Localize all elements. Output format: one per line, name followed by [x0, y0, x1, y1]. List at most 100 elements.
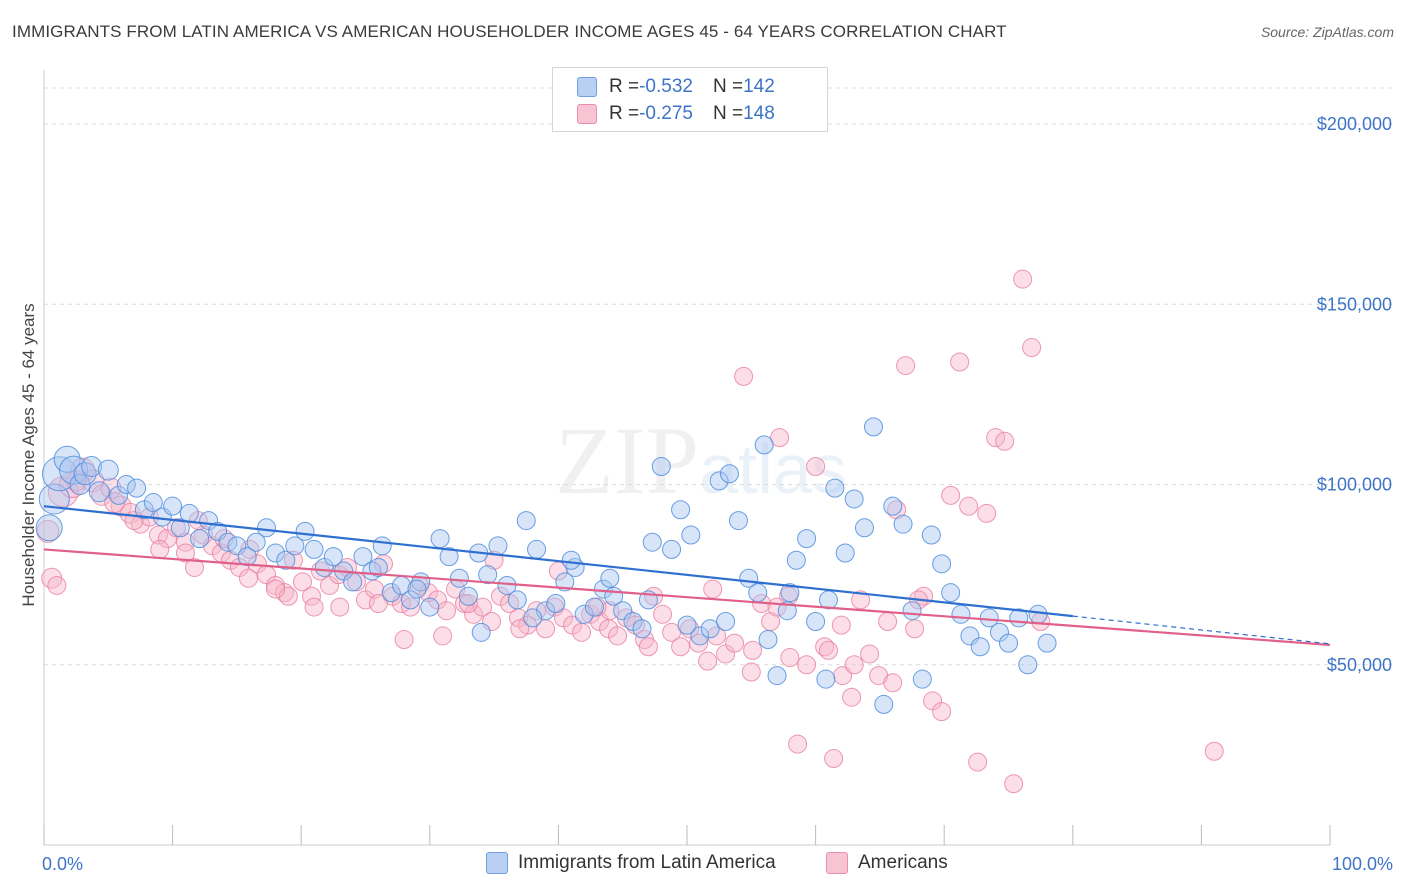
immigrants-point: [709, 471, 729, 491]
immigrants-point: [1028, 604, 1048, 624]
americans-point: [473, 597, 493, 617]
immigrants-point: [854, 518, 874, 538]
immigrants-point: [523, 608, 543, 628]
immigrants-point: [127, 478, 147, 498]
immigrants-point: [143, 493, 163, 513]
immigrants-point: [825, 478, 845, 498]
legend-item-americans[interactable]: Americans: [826, 852, 948, 874]
americans-point: [815, 637, 835, 657]
americans-point: [743, 640, 763, 660]
immigrants-point: [893, 514, 913, 534]
immigrants-point: [59, 455, 89, 485]
americans-point: [703, 579, 723, 599]
watermark: ZIPatlas: [555, 405, 847, 516]
immigrants-point: [407, 579, 427, 599]
immigrants-point: [109, 485, 129, 505]
americans-point: [1013, 269, 1033, 289]
americans-point: [653, 604, 673, 624]
immigrants-point: [81, 456, 103, 478]
y-tick-label: $50,000: [1327, 655, 1392, 675]
americans-point: [950, 352, 970, 372]
immigrants-point: [932, 554, 952, 574]
americans-point: [662, 622, 682, 642]
americans-point: [510, 619, 530, 639]
immigrants-point: [874, 694, 894, 714]
immigrants-point: [780, 583, 800, 603]
americans-point: [824, 748, 844, 768]
immigrants-point: [863, 417, 883, 437]
immigrants-point: [584, 597, 604, 617]
immigrants-point: [941, 583, 961, 603]
immigrants-point: [754, 435, 774, 455]
immigrants-point: [912, 669, 932, 689]
legend-label-americans: Americans: [858, 852, 948, 873]
immigrants-point: [786, 550, 806, 570]
immigrants-point: [758, 630, 778, 650]
immigrants-point: [1037, 633, 1057, 653]
americans-point: [770, 428, 790, 448]
americans-point: [831, 615, 851, 635]
americans-point: [977, 503, 997, 523]
immigrants-point: [507, 590, 527, 610]
americans-point: [433, 626, 453, 646]
immigrants-point: [902, 601, 922, 621]
immigrants-point: [285, 536, 305, 556]
americans-point: [806, 457, 826, 477]
immigrants-point: [381, 583, 401, 603]
americans-point: [368, 593, 388, 613]
immigrants-point: [170, 518, 190, 538]
source-credit: Source: ZipAtlas.com: [1260, 24, 1394, 40]
immigrants-point: [516, 511, 536, 531]
legend-swatch-immigrants: [577, 77, 597, 97]
americans-point: [671, 637, 691, 657]
immigrants-point: [748, 583, 768, 603]
americans-point: [995, 431, 1015, 451]
immigrants-point: [439, 547, 459, 567]
americans-point: [680, 619, 700, 639]
americans-point: [638, 637, 658, 657]
immigrants-point: [276, 550, 296, 570]
immigrants-point: [304, 539, 324, 559]
americans-point: [1204, 741, 1224, 761]
immigrants-point: [555, 572, 575, 592]
immigrants-point: [844, 489, 864, 509]
americans-point: [458, 593, 478, 613]
americans-point: [283, 550, 303, 570]
americans-point: [842, 687, 862, 707]
legend-item-immigrants[interactable]: Immigrants from Latin America: [486, 852, 776, 874]
immigrants-point: [362, 561, 382, 581]
legend-swatch-americans: [577, 104, 597, 124]
immigrants-point: [372, 536, 392, 556]
americans-point: [100, 477, 122, 499]
americans-point: [883, 673, 903, 693]
immigrants-points: [35, 417, 1057, 714]
americans-point: [959, 496, 979, 516]
americans-point: [896, 356, 916, 376]
immigrants-point: [921, 525, 941, 545]
americans-point: [47, 575, 67, 595]
americans-point: [689, 633, 709, 653]
americans-trendline: [43, 548, 1331, 647]
immigrants-point: [430, 529, 450, 549]
americans-point: [110, 495, 132, 517]
immigrants-point: [190, 529, 210, 549]
americans-point: [734, 366, 754, 386]
americans-point: [818, 640, 838, 660]
legend-swatch-immigrants: [486, 852, 508, 874]
americans-point: [184, 557, 204, 577]
immigrants-point: [488, 536, 508, 556]
immigrants-point: [716, 612, 736, 632]
immigrants-trendline-extension: [1072, 615, 1331, 645]
immigrants-point: [478, 565, 498, 585]
x-tick-label: 0.0%: [42, 854, 83, 874]
immigrants-point: [816, 669, 836, 689]
immigrants-point: [970, 637, 990, 657]
immigrants-point: [471, 622, 491, 642]
axes: [43, 70, 1331, 846]
americans-point: [887, 500, 907, 520]
legend-r-value: -0.275: [639, 103, 693, 124]
immigrants-point: [593, 579, 613, 599]
americans-point: [292, 572, 312, 592]
immigrants-point: [681, 525, 701, 545]
